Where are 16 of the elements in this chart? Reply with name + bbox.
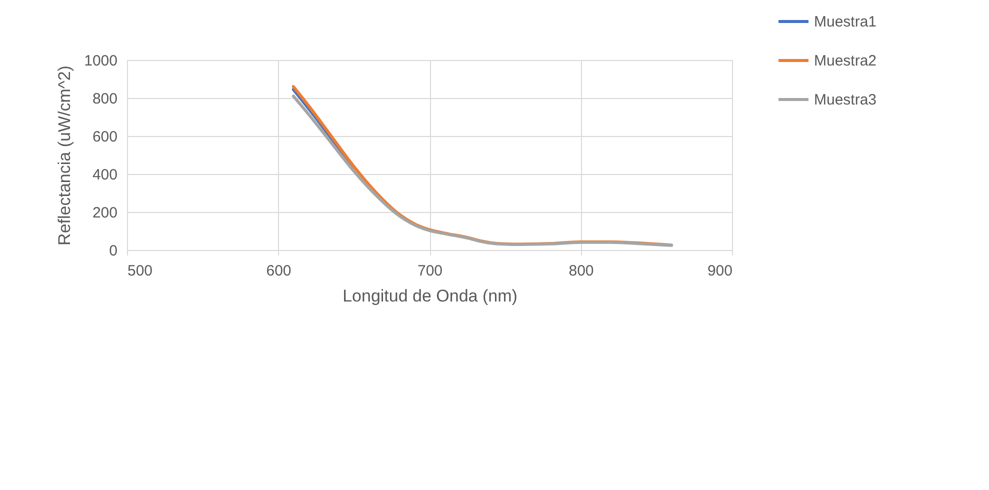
- x-tick-label: 800: [568, 262, 594, 280]
- x-tick-label: 900: [707, 262, 732, 280]
- x-tick-label: 600: [266, 262, 292, 280]
- x-tick-label: 700: [417, 262, 443, 280]
- legend-label: Muestra3: [814, 92, 877, 108]
- y-tick-label: 0: [109, 242, 118, 260]
- y-tick-label: 400: [92, 166, 118, 184]
- y-tick-label: 800: [92, 90, 118, 108]
- y-axis-title: Reflectancia (uW/cm^2): [55, 66, 74, 246]
- x-tick-label: 500: [128, 262, 153, 280]
- legend-label: Muestra1: [814, 14, 877, 30]
- y-tick-label: 1000: [84, 52, 118, 70]
- y-tick-label: 600: [92, 128, 118, 146]
- x-axis-title: Longitud de Onda (nm): [342, 286, 518, 306]
- y-tick-label: 200: [92, 204, 118, 222]
- legend-label: Muestra2: [814, 52, 877, 70]
